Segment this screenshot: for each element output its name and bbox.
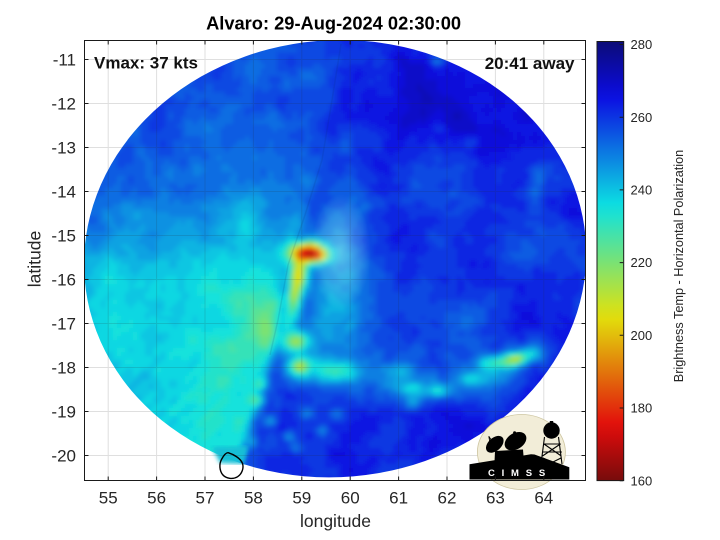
- svg-text:240: 240: [631, 183, 653, 198]
- svg-text:-16: -16: [51, 271, 76, 290]
- svg-text:58: 58: [244, 489, 263, 508]
- svg-text:Brightness Temp - Horizontal P: Brightness Temp - Horizontal Polarizatio…: [672, 150, 686, 382]
- svg-text:Vmax: 37 kts: Vmax: 37 kts: [94, 53, 198, 72]
- svg-text:Alvaro: 29-Aug-2024 02:30:00: Alvaro: 29-Aug-2024 02:30:00: [206, 13, 461, 34]
- svg-text:-14: -14: [51, 183, 76, 202]
- svg-text:280: 280: [631, 37, 653, 52]
- svg-text:57: 57: [196, 489, 215, 508]
- svg-text:62: 62: [438, 489, 457, 508]
- svg-text:61: 61: [389, 489, 408, 508]
- svg-text:60: 60: [341, 489, 360, 508]
- svg-text:180: 180: [631, 401, 653, 416]
- svg-text:55: 55: [99, 489, 118, 508]
- svg-text:220: 220: [631, 255, 653, 270]
- svg-text:200: 200: [631, 328, 653, 343]
- svg-text:longitude: longitude: [300, 511, 371, 531]
- svg-text:20:41 away: 20:41 away: [485, 54, 575, 73]
- svg-text:64: 64: [534, 489, 553, 508]
- svg-text:63: 63: [486, 489, 505, 508]
- svg-text:-13: -13: [51, 139, 76, 158]
- svg-text:160: 160: [631, 473, 653, 488]
- svg-text:-19: -19: [51, 403, 76, 422]
- svg-text:-18: -18: [51, 359, 76, 378]
- svg-text:-15: -15: [51, 227, 76, 246]
- svg-text:-17: -17: [51, 315, 76, 334]
- svg-text:59: 59: [292, 489, 311, 508]
- svg-text:-11: -11: [53, 51, 76, 70]
- svg-text:-20: -20: [51, 447, 76, 466]
- svg-text:260: 260: [631, 110, 653, 125]
- svg-text:-12: -12: [51, 95, 76, 114]
- svg-text:CIMSS: CIMSS: [488, 468, 552, 479]
- svg-text:latitude: latitude: [25, 231, 45, 287]
- svg-text:56: 56: [147, 489, 166, 508]
